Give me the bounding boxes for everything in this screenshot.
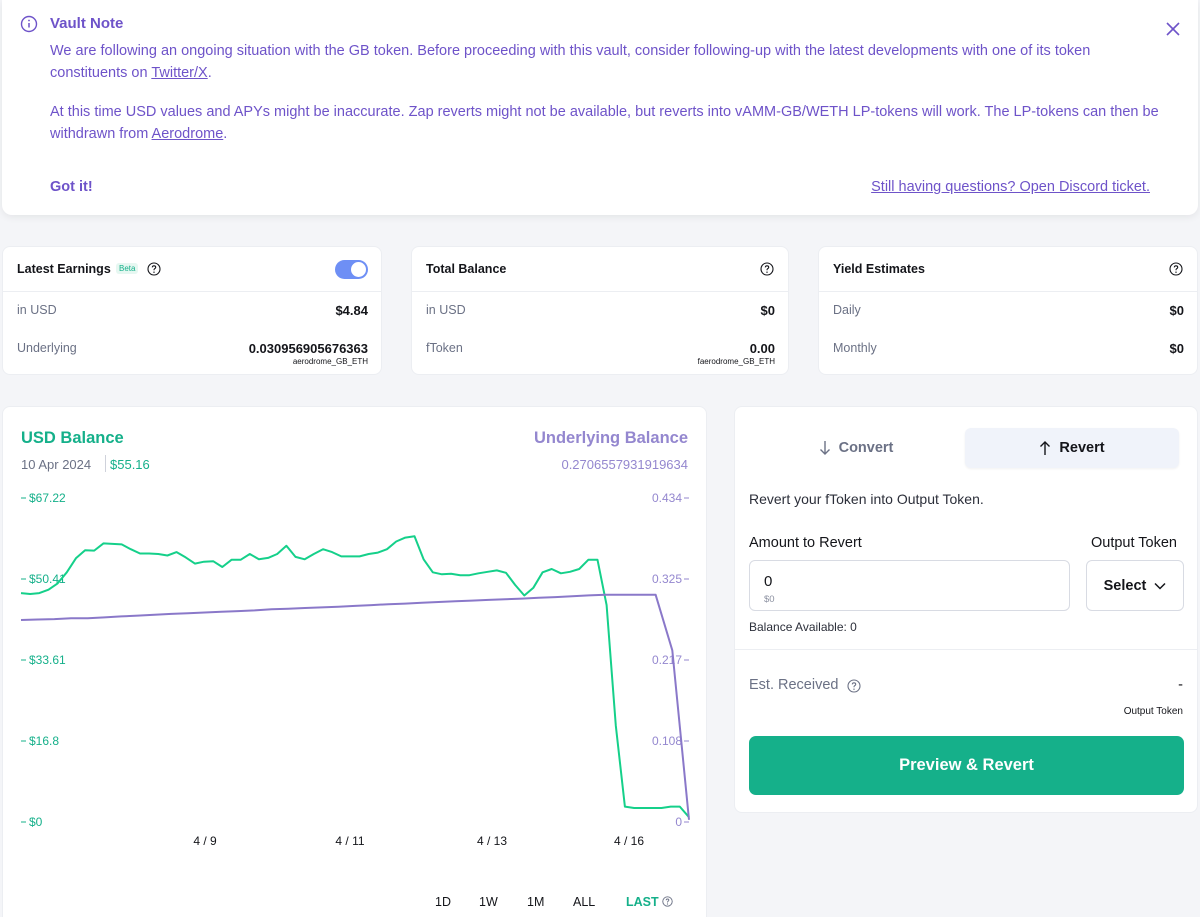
- amount-value: 0: [764, 573, 773, 590]
- twitter-link[interactable]: Twitter/X: [151, 64, 208, 81]
- amount-usd-value: $0: [764, 594, 775, 605]
- info-icon: [20, 15, 38, 33]
- yield-estimates-card: Yield Estimates Daily $0 Monthly $0: [818, 246, 1198, 375]
- total-balance-card: Total Balance in USD $0 fToken 0.00 faer…: [411, 246, 789, 375]
- y-left-tick-label: $16.8: [29, 734, 59, 748]
- range-button-1d[interactable]: 1D: [435, 895, 451, 909]
- est-received-value: -: [1178, 677, 1183, 693]
- revert-panel: Convert Revert Revert your fToken into O…: [734, 406, 1198, 813]
- divider: [735, 649, 1197, 650]
- arrow-down-icon: [819, 441, 830, 455]
- revert-description: Revert your fToken into Output Token.: [749, 491, 984, 507]
- earnings-underlying-value: 0.030956905676363: [248, 341, 368, 356]
- vault-note-title: Vault Note: [50, 15, 124, 32]
- help-icon[interactable]: [147, 262, 161, 276]
- x-tick-label: 4 / 9: [193, 834, 217, 848]
- toggle-knob: [351, 262, 366, 277]
- latest-earnings-card: Latest Earnings Beta in USD $4.84 Underl…: [2, 246, 382, 375]
- total-usd-value: $0: [760, 303, 775, 318]
- y-right-tick-label: 0.108: [652, 734, 682, 748]
- output-token-label: Output Token: [1091, 535, 1177, 551]
- amount-input[interactable]: 0 $0: [749, 560, 1070, 611]
- chevron-down-icon: [1154, 582, 1166, 590]
- tab-convert-label: Convert: [838, 440, 894, 456]
- yield-estimates-title: Yield Estimates: [833, 262, 925, 276]
- underlying-balance-title: Underlying Balance: [533, 429, 688, 447]
- range-button-all[interactable]: ALL: [573, 895, 596, 909]
- y-right-tick-label: 0.325: [652, 572, 682, 586]
- vault-note-paragraph-2: At this time USD values and APYs might b…: [50, 102, 1160, 145]
- mode-tabs: Convert Revert: [749, 428, 1181, 470]
- ftoken-value: 0.00: [749, 341, 775, 356]
- series-line-usd-balance: [20, 535, 690, 818]
- card-header: Yield Estimates: [819, 247, 1197, 292]
- y-right-tick-label: 0.434: [652, 491, 682, 505]
- tab-revert-label: Revert: [1059, 440, 1105, 456]
- card-header: Latest Earnings Beta: [3, 247, 381, 292]
- y-left-tick-label: $67.22: [29, 491, 66, 505]
- y-left-tick-label: $0: [29, 815, 43, 829]
- y-left-tick-label: $50.41: [29, 572, 66, 586]
- close-icon[interactable]: [1165, 21, 1181, 37]
- note-text: At this time USD values and APYs might b…: [50, 104, 1159, 142]
- y-right-tick-label: 0.217: [652, 653, 682, 667]
- y-right-tick-label: 0: [675, 815, 682, 829]
- est-received-label: Est. Received: [749, 677, 839, 693]
- card-header: Total Balance: [412, 247, 788, 292]
- preview-revert-button[interactable]: Preview & Revert: [749, 736, 1184, 795]
- balance-available: Balance Available: 0: [749, 620, 857, 634]
- help-icon: [661, 896, 673, 907]
- note-text: We are following an ongoing situation wi…: [50, 43, 1091, 81]
- monthly-value: $0: [1169, 341, 1184, 356]
- vault-note-paragraph-1: We are following an ongoing situation wi…: [50, 41, 1160, 84]
- earnings-toggle[interactable]: [335, 260, 368, 279]
- y-left-tick-label: $33.61: [29, 653, 66, 667]
- vault-note-banner: Vault Note We are following an ongoing s…: [2, 0, 1198, 215]
- got-it-button[interactable]: Got it!: [50, 179, 93, 195]
- ftoken-token-name: faerodrome_GB_ETH: [697, 357, 775, 366]
- daily-label: Daily: [833, 303, 861, 317]
- help-icon[interactable]: [760, 262, 774, 276]
- range-button-1m[interactable]: 1M: [527, 895, 545, 909]
- aerodrome-link[interactable]: Aerodrome: [151, 125, 224, 142]
- help-icon[interactable]: [847, 679, 861, 693]
- latest-earnings-title: Latest Earnings: [17, 262, 111, 276]
- usd-balance-value: $55.16: [110, 457, 150, 472]
- arrow-up-icon: [1040, 441, 1051, 455]
- x-tick-label: 4 / 11: [335, 834, 364, 848]
- x-tick-label: 4 / 13: [477, 834, 507, 848]
- earnings-usd-value: $4.84: [335, 303, 368, 318]
- select-label: Select: [1103, 577, 1147, 594]
- daily-value: $0: [1169, 303, 1184, 318]
- series-line-underlying-balance: [20, 593, 690, 820]
- x-tick-label: 4 / 16: [614, 834, 644, 848]
- balance-chart[interactable]: $67.22 $50.41 $33.61 $16.8 $0 0.434 0.325 0.217…: [3, 407, 706, 887]
- balance-chart-card: USD Balance 10 Apr 2024 $55.16 Underlyin…: [2, 406, 707, 917]
- discord-ticket-link[interactable]: Still having questions? Open Discord tic…: [871, 179, 1150, 195]
- amount-label: Amount to Revert: [749, 535, 862, 551]
- total-balance-title: Total Balance: [426, 262, 507, 276]
- underlying-label: Underlying: [17, 341, 77, 355]
- beta-badge: Beta: [116, 263, 139, 274]
- range-button-last[interactable]: LAST: [626, 895, 673, 909]
- usd-label: in USD: [426, 303, 466, 317]
- usd-label: in USD: [17, 303, 57, 317]
- divider: [105, 455, 106, 472]
- tab-revert[interactable]: Revert: [965, 428, 1179, 468]
- monthly-label: Monthly: [833, 341, 877, 355]
- ftoken-label: fToken: [426, 341, 463, 355]
- output-token-select[interactable]: Select: [1086, 560, 1184, 611]
- usd-balance-date: 10 Apr 2024: [21, 457, 92, 472]
- help-icon[interactable]: [1169, 262, 1183, 276]
- underlying-balance-value: 0.2706557931919634: [561, 457, 688, 472]
- usd-balance-title: USD Balance: [21, 429, 124, 447]
- note-text-end: .: [207, 64, 212, 81]
- est-received-token: Output Token: [1123, 706, 1183, 717]
- range-button-1w[interactable]: 1W: [479, 895, 498, 909]
- underlying-token-name: aerodrome_GB_ETH: [292, 357, 368, 366]
- tab-convert[interactable]: Convert: [749, 428, 963, 468]
- note-text-end: .: [223, 125, 228, 142]
